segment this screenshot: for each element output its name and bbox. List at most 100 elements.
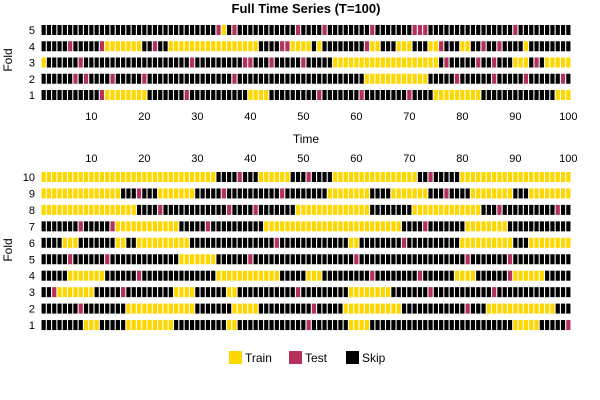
top-fold-1-t82-train-cell	[470, 90, 476, 100]
top-fold-1-t69-skip-cell	[401, 90, 407, 100]
bottom-fold-10-t19-train-cell	[136, 172, 142, 182]
top-fold-2-t19-skip-cell	[136, 73, 142, 84]
bottom-fold-10-t24-train-cell	[163, 172, 168, 182]
bottom-fold-4-t28-skip-cell	[184, 270, 189, 281]
top-fold-5-t27-skip-cell	[179, 25, 184, 35]
bottom-fold-4-t89-test-cell	[507, 270, 513, 281]
top-fold-2-t37-test-cell	[232, 73, 237, 84]
top-fold-5-t37-test-cell	[232, 25, 237, 35]
bottom-fold-1-t96-skip-cell	[545, 320, 550, 331]
top-fold-2-t33-skip-cell	[211, 73, 216, 84]
top-fold-3-t92-train-cell	[523, 57, 529, 68]
bottom-fold-4-t7-train-cell	[73, 270, 78, 281]
bottom-fold-4-t9-train-cell	[83, 270, 89, 281]
bottom-fold-3-t67-skip-cell	[391, 287, 396, 298]
top-fold-5-t57-skip-cell	[338, 25, 343, 35]
bottom-fold-2-t48-skip-cell	[290, 303, 295, 314]
bottom-fold-2-row	[41, 303, 571, 314]
bottom-fold-2-t51-skip-cell	[306, 303, 311, 314]
top-fold-4-t16-train-cell	[121, 41, 126, 52]
top-fold-3-t72-train-cell	[417, 57, 423, 68]
bottom-fold-5-t86-skip-cell	[492, 254, 497, 265]
bottom-fold-9-t51-skip-cell	[306, 188, 311, 199]
top-fold-2-t56-skip-cell	[333, 73, 338, 84]
bottom-fold-3-t70-skip-cell	[407, 287, 412, 298]
bottom-fold-6-row	[41, 237, 571, 248]
bottom-fold-10-t32-train-cell	[205, 172, 211, 182]
top-fold-3-t10-skip-cell	[89, 57, 94, 68]
top-fold-2-t81-skip-cell	[465, 73, 470, 84]
top-fold-5-t54-test-cell	[322, 25, 327, 35]
top-fold-1-t32-skip-cell	[205, 90, 211, 100]
bottom-fold-6-t50-skip-cell	[301, 237, 306, 248]
bottom-fold-4-t58-skip-cell	[343, 270, 348, 281]
bottom-fold-4-t36-train-cell	[227, 270, 232, 281]
top-fold-5-t71-test-cell	[412, 25, 417, 35]
bottom-fold-4-t82-train-cell	[470, 270, 476, 281]
bottom-fold-6-t6-train-cell	[68, 237, 73, 248]
bottom-fold-10-t63-train-cell	[370, 172, 375, 182]
bottom-fold-10-t49-skip-cell	[295, 172, 301, 182]
top-fold-2-t93-skip-cell	[529, 73, 534, 84]
top-fold-4-t63-train-cell	[370, 41, 375, 52]
top-fold-3-t16-skip-cell	[121, 57, 126, 68]
bottom-fold-8-row	[41, 204, 571, 215]
top-fold-4-t38-train-cell	[237, 41, 242, 52]
bottom-fold-2-t71-skip-cell	[412, 303, 417, 314]
bottom-fold-1-t81-skip-cell	[465, 320, 470, 331]
bottom-fold-1-t54-skip-cell	[322, 320, 327, 331]
bottom-fold-10-t5-train-cell	[62, 172, 67, 182]
top-fold-2-t71-train-cell	[412, 73, 417, 84]
bottom-fold-10-t8-train-cell	[78, 172, 83, 182]
top-fold-3-t35-skip-cell	[221, 57, 226, 68]
top-fold-3-t4-skip-cell	[57, 57, 62, 68]
bottom-fold-6-t67-skip-cell	[391, 237, 396, 248]
bottom-fold-2-t20-train-cell	[142, 303, 147, 314]
bottom-fold-4-t14-skip-cell	[110, 270, 115, 281]
bottom-fold-8-t23-test-cell	[158, 204, 163, 215]
bottom-fold-5-t81-test-cell	[465, 254, 470, 265]
bottom-fold-3-t83-skip-cell	[476, 287, 481, 298]
top-fold-1-t92-skip-cell	[523, 90, 529, 100]
top-fold-3-t96-train-cell	[545, 57, 550, 68]
bottom-fold-1-t59-train-cell	[348, 320, 354, 331]
bottom-fold-3-t31-skip-cell	[200, 287, 205, 298]
bottom-fold-5-t19-skip-cell	[136, 254, 142, 265]
bottom-y-tick-10: 10	[23, 172, 35, 184]
bottom-fold-2-t79-skip-cell	[454, 303, 460, 314]
bottom-fold-8-t82-train-cell	[470, 204, 476, 215]
top-fold-1-t18-train-cell	[131, 90, 136, 100]
top-fold-5-t8-skip-cell	[78, 25, 83, 35]
bottom-fold-8-t67-skip-cell	[391, 204, 396, 215]
top-fold-4-t22-test-cell	[152, 41, 158, 52]
bottom-fold-10-t6-train-cell	[68, 172, 73, 182]
bottom-fold-10-t46-train-cell	[280, 172, 285, 182]
bottom-fold-8-t40-skip-cell	[248, 204, 253, 215]
top-fold-4-t34-train-cell	[216, 41, 221, 52]
top-fold-1-t34-skip-cell	[216, 90, 221, 100]
bottom-fold-7-t64-train-cell	[375, 221, 380, 232]
bottom-fold-6-t64-skip-cell	[375, 237, 380, 248]
bottom-fold-8-t43-skip-cell	[264, 204, 269, 215]
bottom-fold-4-t24-skip-cell	[163, 270, 168, 281]
bottom-fold-3-t19-skip-cell	[136, 287, 142, 298]
bottom-fold-1-t74-skip-cell	[428, 320, 433, 331]
bottom-fold-6-t16-train-cell	[121, 237, 126, 248]
top-fold-2-t66-train-cell	[386, 73, 391, 84]
top-fold-4-t88-skip-cell	[502, 41, 507, 52]
bottom-fold-5-t57-skip-cell	[338, 254, 343, 265]
bottom-fold-3-t3-test-cell	[52, 287, 57, 298]
bottom-fold-7-t52-train-cell	[311, 221, 317, 232]
bottom-fold-3-t87-skip-cell	[497, 287, 502, 298]
bottom-fold-7-t70-skip-cell	[407, 221, 412, 232]
top-fold-2-t75-skip-cell	[433, 73, 438, 84]
bottom-fold-8-t49-train-cell	[295, 204, 301, 215]
bottom-fold-7-t86-train-cell	[492, 221, 497, 232]
top-fold-2-t31-skip-cell	[200, 73, 205, 84]
bottom-fold-5-t76-skip-cell	[439, 254, 444, 265]
bottom-fold-3-t42-skip-cell	[258, 287, 264, 298]
bottom-fold-2-t60-train-cell	[354, 303, 359, 314]
bottom-fold-1-t61-train-cell	[359, 320, 364, 331]
bottom-fold-2-t19-train-cell	[136, 303, 142, 314]
top-fold-1-t58-skip-cell	[343, 90, 348, 100]
